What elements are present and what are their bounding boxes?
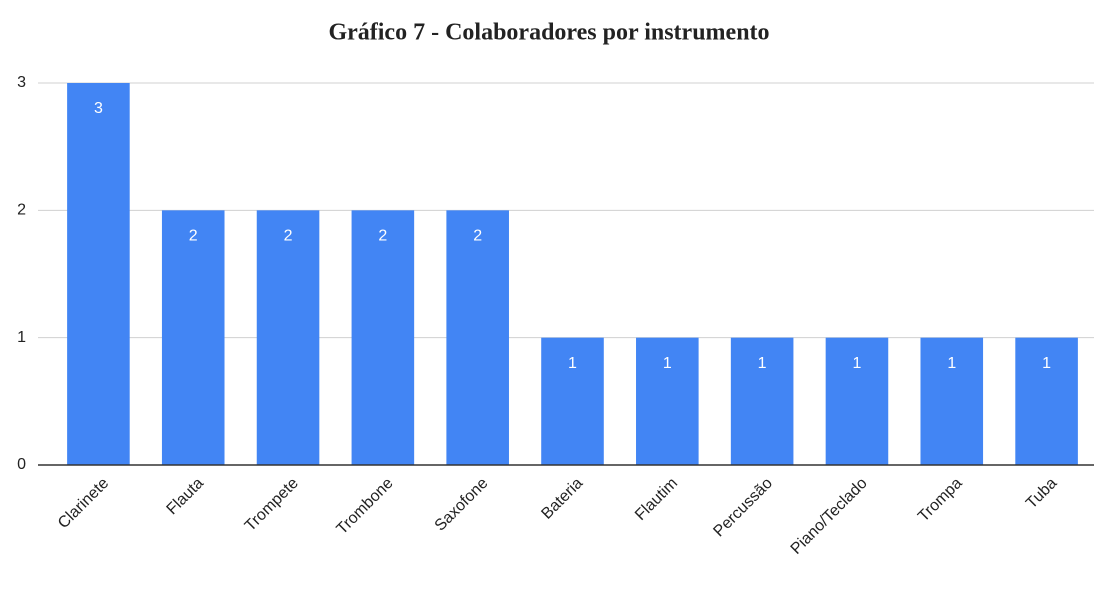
data-label: 1: [568, 355, 577, 372]
x-tick-label: Percussão: [710, 475, 776, 541]
bar: [825, 337, 889, 465]
y-tick-label: 3: [17, 74, 26, 91]
y-tick-label: 1: [17, 329, 26, 346]
bar: [730, 337, 794, 465]
data-label: 2: [378, 228, 387, 245]
bar: [636, 337, 699, 465]
x-tick-label: Saxofone: [432, 475, 492, 535]
x-tick-label: Bateria: [538, 475, 586, 523]
bar: [67, 83, 130, 465]
data-label: 2: [189, 228, 198, 245]
x-tick-label: Trombone: [334, 475, 397, 538]
bar: [446, 210, 509, 465]
bar: [351, 210, 415, 465]
data-label: 1: [853, 355, 862, 372]
bar: [161, 210, 225, 465]
data-label: 1: [663, 355, 672, 372]
bar: [1015, 337, 1078, 465]
data-label: 1: [947, 355, 956, 372]
bar: [256, 210, 320, 465]
bar: [541, 337, 604, 465]
x-tick-label: Piano/Teclado: [788, 475, 871, 558]
data-label: 2: [473, 228, 482, 245]
y-tick-label: 2: [17, 202, 26, 219]
bar: [920, 337, 984, 465]
chart-title: Gráfico 7 - Colaboradores por instrument…: [328, 20, 769, 46]
x-tick-label: Flautim: [632, 475, 681, 524]
data-label: 2: [284, 228, 293, 245]
x-tick-label: Clarinete: [55, 475, 112, 532]
data-label: 3: [94, 100, 103, 117]
x-tick-label: Trompa: [915, 475, 966, 526]
y-tick-label: 0: [17, 456, 26, 473]
data-label: 1: [758, 355, 767, 372]
x-tick-label: Tuba: [1023, 475, 1060, 512]
x-tick-label: Flauta: [164, 475, 208, 519]
x-tick-label: Trompete: [242, 475, 302, 535]
data-label: 1: [1042, 355, 1051, 372]
